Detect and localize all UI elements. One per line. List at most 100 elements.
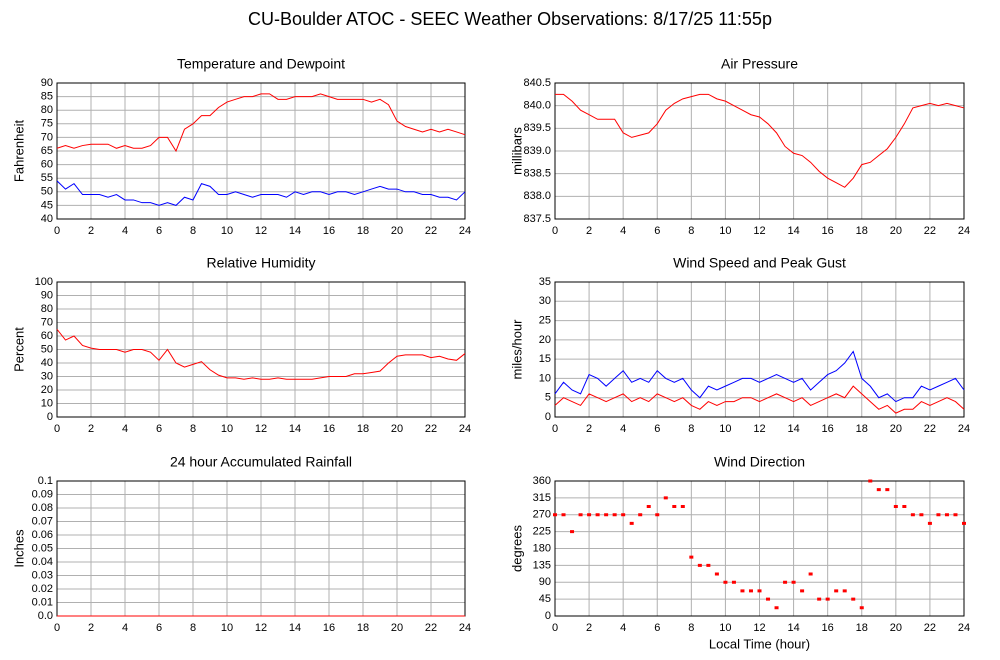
y-tick-label: 30 <box>41 370 53 382</box>
plot-frame <box>554 82 965 220</box>
x-tick-label: 16 <box>323 622 335 634</box>
x-tick-label: 14 <box>787 622 799 634</box>
x-tick-label: 12 <box>255 423 267 435</box>
data-point <box>944 513 949 517</box>
data-point <box>868 479 873 483</box>
x-tick-label: 10 <box>719 423 731 435</box>
data-point <box>697 563 702 567</box>
data-point <box>680 505 685 508</box>
y-tick-label: 75 <box>41 118 53 130</box>
x-tick-label: 0 <box>54 423 60 435</box>
x-tick-label: 20 <box>391 423 403 435</box>
y-tick-label: 837.5 <box>523 213 551 225</box>
x-tick-label: 16 <box>822 423 834 435</box>
x-tick-label: 14 <box>289 225 301 237</box>
y-tick-label: 15 <box>539 353 551 365</box>
y-tick-label: 30 <box>539 295 551 307</box>
y-tick-label: 838.0 <box>523 190 551 202</box>
x-tick-label: 20 <box>391 225 403 237</box>
y-tick-label: 60 <box>41 159 53 171</box>
x-tick-label: 16 <box>323 423 335 435</box>
data-point <box>919 513 924 517</box>
y-tick-label: 85 <box>41 91 53 103</box>
x-tick-label: 18 <box>357 423 369 435</box>
data-point <box>927 521 932 525</box>
data-point <box>910 513 915 517</box>
y-tick-label: 135 <box>533 559 551 571</box>
x-tick-label: 0 <box>54 225 60 237</box>
x-tick-label: 6 <box>156 225 162 237</box>
data-point <box>740 589 745 593</box>
data-point <box>595 513 600 517</box>
data-point <box>731 580 736 584</box>
x-tick-label: 2 <box>88 225 94 237</box>
x-tick-label: 10 <box>221 622 233 634</box>
y-tick-label: 315 <box>533 492 551 504</box>
data-point <box>902 505 907 508</box>
x-tick-label: 18 <box>856 225 868 237</box>
y-tick-label: 360 <box>533 475 551 487</box>
data-line <box>56 180 466 206</box>
data-point <box>893 505 898 508</box>
y-tick-label: 0.07 <box>32 515 53 527</box>
y-tick-label: 180 <box>533 542 551 554</box>
data-point <box>834 589 839 593</box>
x-tick-label: 0 <box>54 622 60 634</box>
x-tick-label: 0 <box>552 622 558 634</box>
x-tick-label: 24 <box>459 225 471 237</box>
x-tick-label: 8 <box>190 225 196 237</box>
y-tick-label: 90 <box>41 77 53 89</box>
x-tick-label: 14 <box>787 225 799 237</box>
x-tick-label: 22 <box>924 225 936 237</box>
data-point <box>936 513 941 517</box>
x-tick-label: 4 <box>620 622 626 634</box>
y-tick-label: 225 <box>533 526 551 538</box>
data-point <box>953 513 958 517</box>
y-tick-label: 45 <box>41 199 53 211</box>
x-tick-label: 20 <box>391 622 403 634</box>
x-tick-label: 24 <box>958 225 970 237</box>
x-tick-label: 0 <box>552 225 558 237</box>
data-point <box>808 572 813 576</box>
data-line <box>56 328 466 380</box>
y-tick-label: 45 <box>539 593 551 605</box>
x-tick-label: 12 <box>753 423 765 435</box>
y-tick-label: 0.1 <box>38 475 53 487</box>
x-tick-label: 10 <box>719 225 731 237</box>
data-point <box>842 589 847 593</box>
plot-frame <box>554 281 965 418</box>
x-tick-label: 6 <box>156 622 162 634</box>
x-tick-label: 14 <box>289 423 301 435</box>
data-point <box>604 513 609 517</box>
y-tick-label: 839.0 <box>523 145 551 157</box>
x-tick-label: 2 <box>586 225 592 237</box>
x-tick-label: 8 <box>190 622 196 634</box>
y-tick-label: 90 <box>539 576 551 588</box>
panel-title: Air Pressure <box>721 56 798 72</box>
y-tick-label: 90 <box>41 289 53 301</box>
data-point <box>851 597 856 601</box>
x-tick-label: 20 <box>890 225 902 237</box>
data-point <box>689 555 694 559</box>
x-tick-label: 6 <box>654 622 660 634</box>
data-point <box>859 606 864 610</box>
y-tick-label: 5 <box>545 392 551 404</box>
y-tick-label: 40 <box>41 213 53 225</box>
x-tick-label: 24 <box>958 622 970 634</box>
data-point <box>553 513 557 517</box>
x-tick-label: 6 <box>156 423 162 435</box>
x-tick-label: 4 <box>122 622 128 634</box>
y-tick-label: 100 <box>35 276 53 288</box>
data-point <box>825 597 830 601</box>
y-tick-label: 0 <box>47 411 53 423</box>
y-tick-label: 20 <box>41 384 53 396</box>
y-tick-label: 0.01 <box>32 596 53 608</box>
y-tick-label: 10 <box>539 372 551 384</box>
x-tick-label: 8 <box>688 622 694 634</box>
data-point <box>774 606 779 610</box>
x-tick-label: 8 <box>688 423 694 435</box>
y-tick-label: 270 <box>533 509 551 521</box>
x-tick-label: 12 <box>255 225 267 237</box>
y-tick-label: 840.0 <box>523 100 551 112</box>
